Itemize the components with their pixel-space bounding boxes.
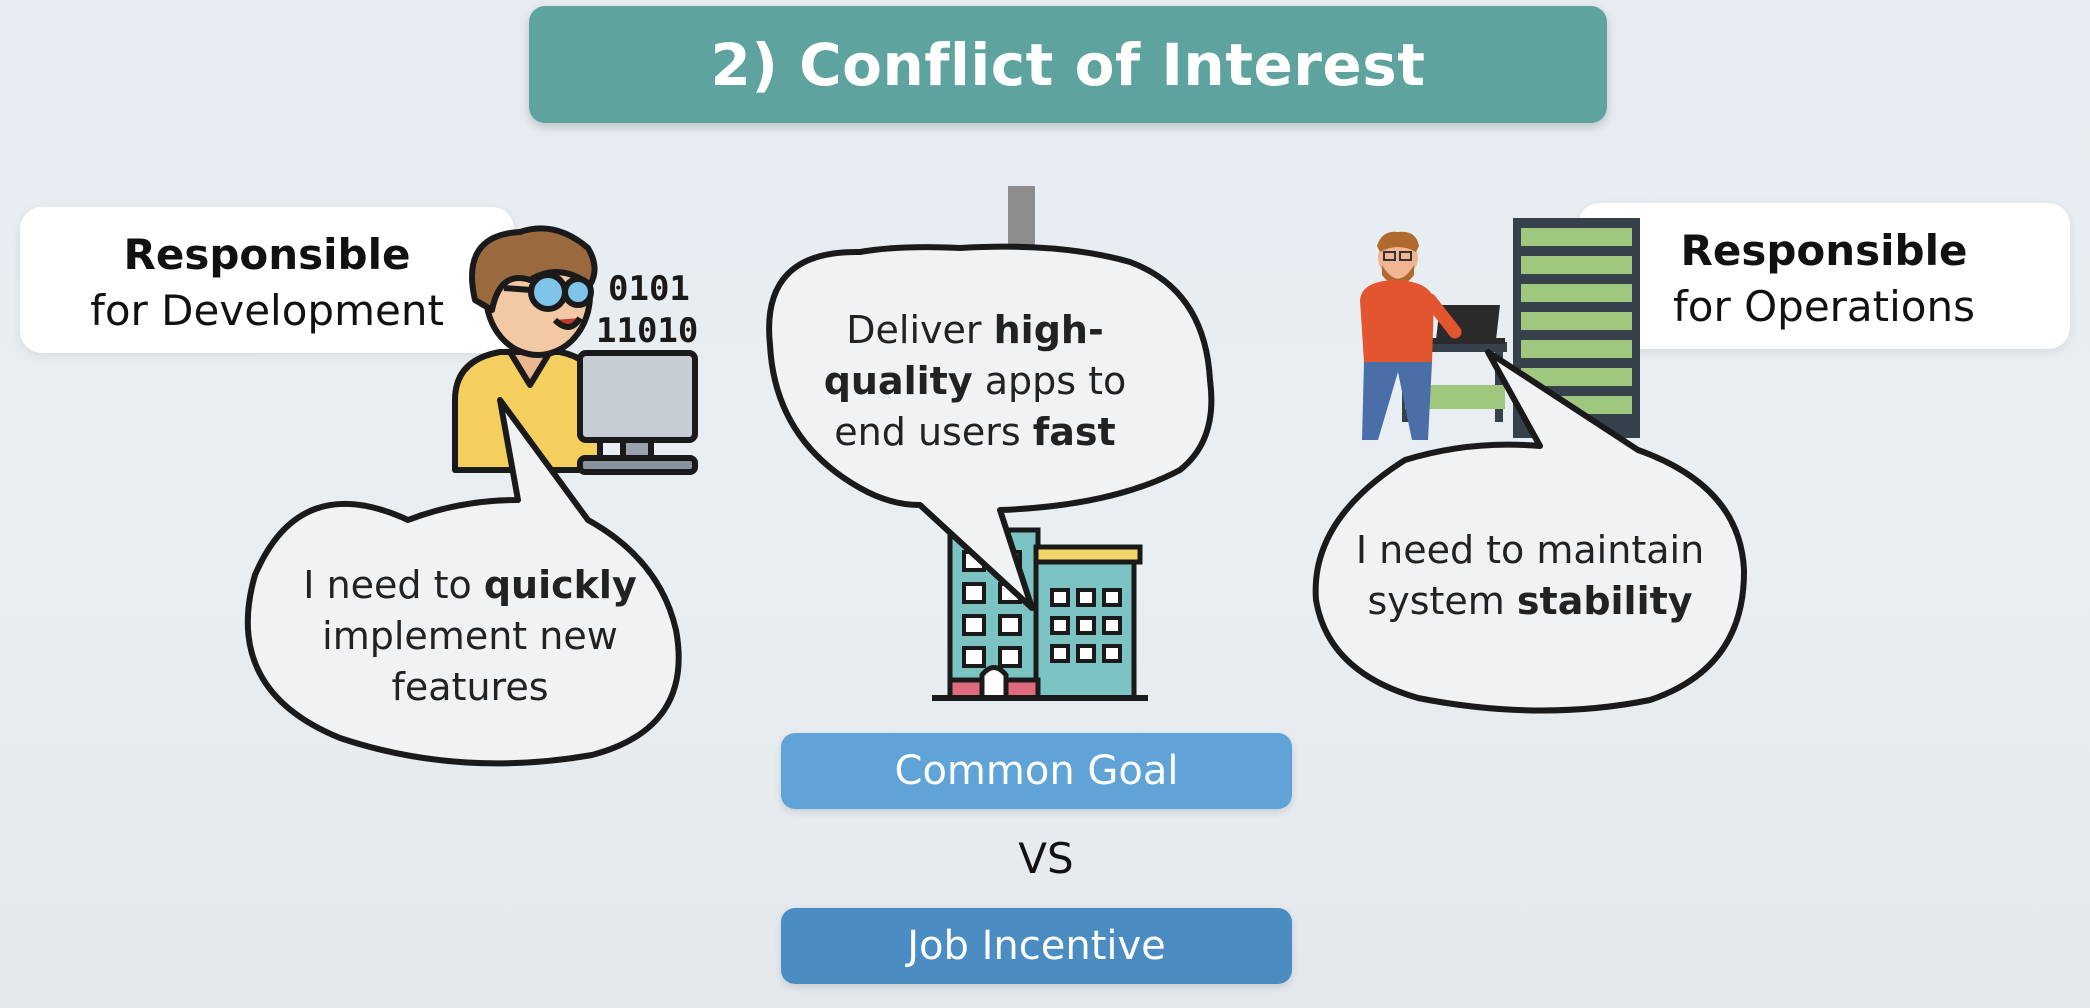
ops-speech-bubble <box>1312 349 1748 714</box>
ops-bubble-text: I need to maintain system stability <box>1355 528 1705 623</box>
ops-role-bold: Responsible <box>1680 226 1968 275</box>
developer-illustration-icon: 0101 11010 <box>452 225 698 475</box>
company-speech-bubble <box>766 243 1215 611</box>
job-incentive-pill: Job Incentive <box>781 908 1292 984</box>
svg-text:11010: 11010 <box>596 311 698 351</box>
slide-title: 2) Conflict of Interest <box>710 30 1426 99</box>
job-incentive-label: Job Incentive <box>907 923 1166 969</box>
company-bubble-text: Deliver high-quality apps to end users f… <box>823 308 1127 454</box>
common-goal-pill: Common Goal <box>781 733 1292 809</box>
svg-text:0101: 0101 <box>608 269 690 309</box>
dev-role-rest: for Development <box>90 286 444 335</box>
server-rack-icon <box>1513 218 1640 438</box>
monitor-icon <box>577 350 698 475</box>
ops-role-rest: for Operations <box>1673 282 1975 331</box>
ops-engineer-illustration-icon <box>1360 218 1640 440</box>
dev-role-card: Responsible for Development <box>20 207 514 353</box>
office-building-icon <box>932 527 1148 701</box>
title-banner: 2) Conflict of Interest <box>529 6 1607 123</box>
dev-speech-bubble <box>244 397 682 767</box>
common-goal-label: Common Goal <box>894 748 1179 794</box>
dev-bubble-text: I need to quickly implement new features <box>303 563 637 709</box>
ops-role-card: Responsible for Operations <box>1578 203 2070 349</box>
binary-code-icon: 0101 11010 <box>596 269 698 351</box>
vs-label: VS <box>1018 834 1074 883</box>
dev-role-bold: Responsible <box>123 230 411 279</box>
